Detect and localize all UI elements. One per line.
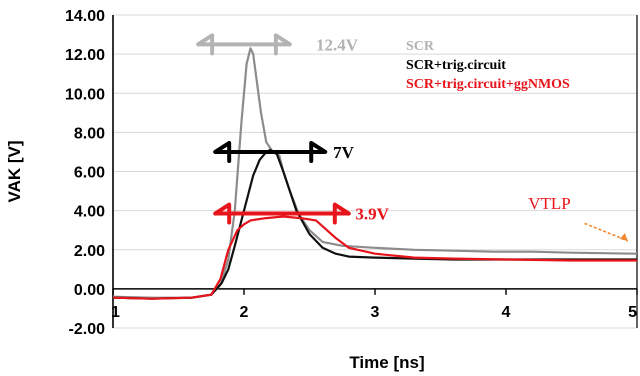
legend-entry: SCR	[406, 39, 435, 54]
y-tick-label: 8.00	[74, 125, 105, 142]
series-line-1	[112, 148, 637, 300]
vtlp-pointer-arrowhead	[619, 232, 628, 241]
annotation-label: 12.4V	[316, 35, 359, 54]
y-tick-label: 0.00	[74, 282, 105, 299]
x-tick-label: 5	[628, 304, 637, 321]
x-tick-label: 2	[240, 304, 249, 321]
y-tick-label: 6.00	[74, 165, 105, 182]
series-line-2	[112, 215, 637, 300]
x-tick-label: 4	[502, 304, 511, 321]
annotation-arrowhead-right	[273, 33, 292, 56]
x-tick-label: 3	[371, 304, 380, 321]
annotation-arrowhead-left	[196, 33, 215, 56]
annotation-arrowhead-left	[213, 140, 232, 163]
x-tick-label: 1	[111, 304, 120, 321]
axes: -2.00 0.00 2.00 4.00 6.00 8.00 10.00 12.00 14.00…	[65, 8, 638, 338]
y-axis-label: VAK [V]	[5, 140, 24, 202]
y-tick-label: -2.00	[69, 321, 106, 338]
annotation-arrowhead-left	[213, 202, 232, 225]
legend-entry: SCR+trig.circuit	[406, 58, 506, 73]
annotation-label: 7V	[333, 143, 355, 162]
annotation-arrowhead-right	[332, 202, 351, 225]
legend-entry: SCR+trig.circuit+ggNMOS	[406, 77, 570, 92]
x-axis-label: Time [ns]	[349, 353, 424, 372]
annotation-label: 3.9V	[355, 205, 389, 224]
y-tick-label: 4.00	[74, 204, 105, 221]
annotation-arrowhead-right	[309, 140, 328, 163]
y-tick-label: 2.00	[74, 243, 105, 260]
legend: SCR SCR+trig.circuit SCR+trig.circuit+ggNM…	[406, 39, 570, 92]
vtlp-label: VTLP	[528, 194, 571, 213]
annotations: 12.4V 7V 3.9V VTLP	[196, 33, 629, 242]
gridlines	[113, 14, 637, 329]
y-tick-label: 12.00	[65, 47, 105, 64]
y-tick-label: 10.00	[65, 86, 105, 103]
y-tick-label: 14.00	[65, 8, 105, 25]
vtlp-pointer-arrow	[584, 222, 629, 242]
